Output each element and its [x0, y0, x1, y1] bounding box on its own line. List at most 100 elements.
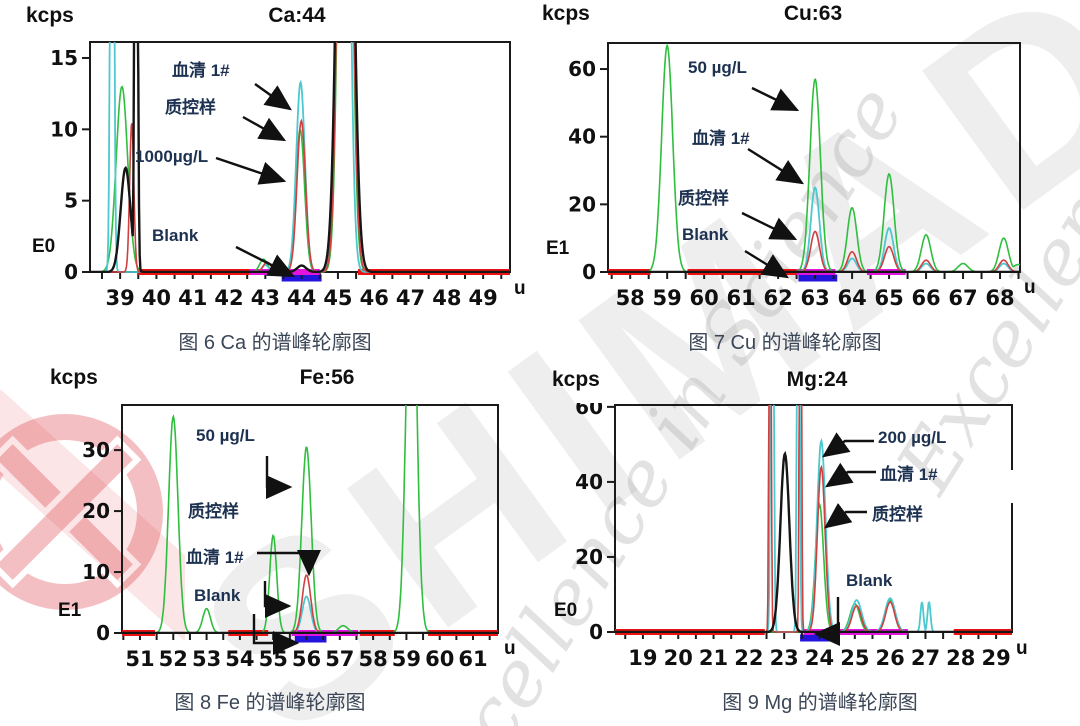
svg-text:30: 30 — [82, 438, 110, 462]
svg-text:54: 54 — [225, 647, 254, 671]
ca-caption: 图 6 Ca 的谱峰轮廓图 — [178, 332, 372, 354]
svg-text:29: 29 — [981, 646, 1010, 670]
ca-spectrum-chart: 0 5 10 15 39 40 41 42 43 44 45 46 47 48 49 — [50, 41, 511, 310]
svg-text:21: 21 — [699, 646, 728, 670]
fe-annotation-qc: 质控样 — [188, 502, 239, 521]
svg-text:47: 47 — [396, 286, 425, 310]
svg-text:57: 57 — [325, 647, 354, 671]
cu-caption: 图 7 Cu 的谱峰轮廓图 — [688, 332, 882, 354]
svg-text:52: 52 — [159, 647, 188, 671]
mg-annotation-blank: Blank — [846, 571, 893, 590]
fe-spectrum-chart: 0 10 20 30 51 52 53 54 55 56 57 58 59 60 61 — [82, 404, 499, 671]
svg-text:59: 59 — [392, 647, 421, 671]
svg-text:68: 68 — [985, 286, 1014, 310]
svg-text:59: 59 — [653, 286, 682, 310]
cu-annotation-qc: 质控样 — [678, 189, 729, 208]
svg-text:45: 45 — [323, 286, 352, 310]
svg-text:27: 27 — [911, 646, 940, 670]
mg-y-axis-unit: kcps — [552, 368, 600, 391]
svg-text:46: 46 — [360, 286, 389, 310]
cu-chart-title: Cu:63 — [783, 2, 843, 25]
svg-text:66: 66 — [911, 286, 940, 310]
cu-annotation-standard: 50 µg/L — [688, 58, 747, 77]
svg-text:19: 19 — [628, 646, 657, 670]
svg-text:44: 44 — [287, 286, 316, 310]
svg-text:10: 10 — [82, 560, 110, 584]
fe-x-axis-unit: u — [504, 638, 516, 659]
svg-text:56: 56 — [292, 647, 321, 671]
svg-text:53: 53 — [192, 647, 221, 671]
svg-text:58: 58 — [358, 647, 387, 671]
cu-exponent-label: E1 — [546, 238, 570, 259]
svg-text:64: 64 — [837, 286, 866, 310]
ca-annotation-blank: Blank — [152, 226, 199, 245]
svg-text:65: 65 — [874, 286, 903, 310]
svg-text:58: 58 — [616, 286, 645, 310]
ca-annotation-standard: 1000µg/L — [135, 147, 209, 166]
fe-y-axis-unit: kcps — [50, 366, 98, 389]
svg-text:60: 60 — [568, 57, 596, 81]
svg-text:62: 62 — [764, 286, 793, 310]
cu-spectrum-chart: 0 20 40 60 58 59 60 61 62 63 64 65 66 67 68 — [568, 42, 1021, 310]
svg-text:61: 61 — [727, 286, 756, 310]
svg-text:15: 15 — [50, 46, 78, 70]
svg-text:51: 51 — [125, 647, 154, 671]
svg-text:25: 25 — [840, 646, 869, 670]
svg-text:61: 61 — [458, 647, 487, 671]
svg-text:40: 40 — [575, 470, 603, 494]
cu-x-axis-unit: u — [1024, 277, 1036, 298]
fe-exponent-label: E1 — [58, 600, 82, 621]
svg-text:55: 55 — [259, 647, 288, 671]
svg-text:40: 40 — [568, 125, 596, 149]
svg-text:43: 43 — [251, 286, 280, 310]
svg-text:0: 0 — [64, 260, 78, 284]
svg-text:60: 60 — [575, 403, 603, 419]
svg-text:60: 60 — [690, 286, 719, 310]
svg-text:26: 26 — [876, 646, 905, 670]
fe-annotation-standard: 50 µg/L — [196, 426, 255, 445]
svg-text:67: 67 — [948, 286, 977, 310]
ca-chart-title: Ca:44 — [268, 4, 326, 27]
ca-annotation-serum: 血清 1# — [172, 61, 230, 80]
mg-annotation-qc: 质控样 — [872, 505, 923, 524]
fe-annotation-blank: Blank — [194, 586, 241, 605]
ca-y-axis-unit: kcps — [26, 4, 74, 27]
fe-caption: 图 8 Fe 的谱峰轮廓图 — [174, 692, 366, 714]
svg-text:63: 63 — [800, 286, 829, 310]
svg-text:41: 41 — [178, 286, 207, 310]
svg-text:20: 20 — [568, 192, 596, 216]
svg-text:0: 0 — [589, 620, 603, 644]
svg-text:24: 24 — [805, 646, 834, 670]
cu-annotation-blank: Blank — [682, 225, 729, 244]
fe-annotation-serum: 血清 1# — [186, 548, 244, 567]
svg-text:0: 0 — [96, 621, 110, 645]
svg-text:20: 20 — [664, 646, 693, 670]
svg-text:10: 10 — [50, 117, 78, 141]
mg-chart-title: Mg:24 — [786, 368, 848, 391]
mg-exponent-label: E0 — [554, 600, 578, 621]
fe-chart-title: Fe:56 — [299, 366, 355, 389]
mg-annotation-standard: 200 µg/L — [878, 428, 947, 447]
svg-text:39: 39 — [106, 286, 135, 310]
ca-annotation-qc: 质控样 — [165, 98, 216, 117]
svg-text:22: 22 — [734, 646, 763, 670]
cu-y-axis-unit: kcps — [542, 2, 590, 25]
svg-text:20: 20 — [82, 499, 110, 523]
mg-x-axis-unit: u — [1016, 638, 1028, 659]
ca-x-axis-unit: u — [514, 278, 526, 299]
svg-text:23: 23 — [770, 646, 799, 670]
svg-text:20: 20 — [575, 545, 603, 569]
svg-text:49: 49 — [469, 286, 498, 310]
ca-exponent-label: E0 — [32, 236, 56, 257]
cu-annotation-serum: 血清 1# — [692, 129, 750, 148]
mg-caption: 图 9 Mg 的谱峰轮廓图 — [722, 692, 918, 714]
svg-text:40: 40 — [142, 286, 171, 310]
svg-text:60: 60 — [425, 647, 454, 671]
svg-text:28: 28 — [946, 646, 975, 670]
svg-text:5: 5 — [64, 189, 78, 213]
svg-text:42: 42 — [214, 286, 243, 310]
mg-annotation-serum: 血清 1# — [880, 465, 938, 484]
svg-text:48: 48 — [432, 286, 461, 310]
